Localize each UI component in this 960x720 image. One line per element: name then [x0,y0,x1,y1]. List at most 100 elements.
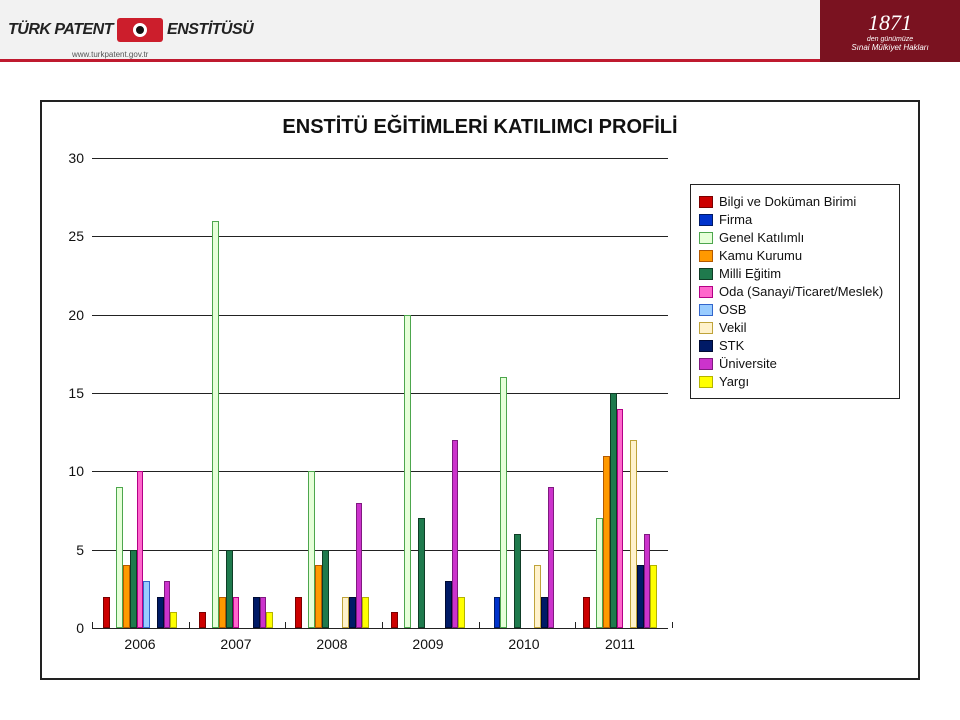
legend-label: Yargı [719,374,749,389]
brand-mark-icon [117,18,163,42]
legend-item: STK [699,338,891,353]
legend-swatch-icon [699,250,713,262]
chart-y-tick-label: 10 [68,463,92,479]
chart-x-tick-label: 2009 [412,636,443,652]
chart-bar [233,597,240,628]
legend-label: Üniversite [719,356,777,371]
chart-x-tick [189,622,190,628]
chart-gridline [92,550,668,551]
chart-x-axis [92,628,668,629]
chart-x-tick [92,622,93,628]
chart-bar [260,597,267,628]
brand-block: TÜRK PATENT ENSTİTÜSÜ www.turkpatent.gov… [8,6,253,54]
legend-label: Firma [719,212,752,227]
chart-bar [418,518,425,628]
legend-swatch-icon [699,304,713,316]
chart-bar [534,565,541,628]
chart-bar [500,377,507,628]
chart-bar [253,597,260,628]
brand-text-right: ENSTİTÜSÜ [167,21,253,39]
legend-label: OSB [719,302,746,317]
chart-bar [610,393,617,628]
chart-gridline [92,158,668,159]
chart-bar [458,597,465,628]
legend-item: Kamu Kurumu [699,248,891,263]
chart-bar [583,597,590,628]
legend-swatch-icon [699,232,713,244]
chart-y-tick-label: 30 [68,150,92,166]
legend-label: Oda (Sanayi/Ticaret/Meslek) [719,284,883,299]
chart-bar [226,550,233,628]
legend-item: Firma [699,212,891,227]
legend-label: Kamu Kurumu [719,248,802,263]
chart-bar [130,550,137,628]
chart-x-tick [672,622,673,628]
legend-swatch-icon [699,376,713,388]
legend-swatch-icon [699,286,713,298]
chart-bar [342,597,349,628]
badge-line2: Sınai Mülkiyet Hakları [851,43,928,52]
legend-swatch-icon [699,358,713,370]
chart-y-tick-label: 5 [76,542,92,558]
legend-item: OSB [699,302,891,317]
chart-bar [295,597,302,628]
chart-bar [452,440,459,628]
chart-bar [349,597,356,628]
brand-url: www.turkpatent.gov.tr [72,50,148,59]
chart-bar [212,221,219,628]
legend-item: Yargı [699,374,891,389]
chart-plot-area: 051015202530 [92,158,668,628]
chart-bar [404,315,411,628]
chart-y-tick-label: 20 [68,307,92,323]
legend-item: Bilgi ve Doküman Birimi [699,194,891,209]
chart-bar [630,440,637,628]
chart-bar [391,612,398,628]
chart-bar [596,518,603,628]
chart-x-tick [575,622,576,628]
chart-bar [266,612,273,628]
chart-bar [308,471,315,628]
legend-label: Bilgi ve Doküman Birimi [719,194,856,209]
chart-bar [603,456,610,628]
chart-bar [494,597,501,628]
chart-y-tick-label: 15 [68,385,92,401]
badge-year: 1871 [868,10,912,36]
legend-item: Genel Katılımlı [699,230,891,245]
chart-bar [170,612,177,628]
legend-item: Vekil [699,320,891,335]
header: TÜRK PATENT ENSTİTÜSÜ www.turkpatent.gov… [0,0,960,62]
chart-x-tick-label: 2010 [508,636,539,652]
chart-container: ENSTİTÜ EĞİTİMLERİ KATILIMCI PROFİLİ 051… [40,100,920,680]
legend-swatch-icon [699,214,713,226]
chart-legend: Bilgi ve Doküman Birimi Firma Genel Katılı… [690,184,900,399]
chart-bar [103,597,110,628]
chart-x-tick-label: 2007 [220,636,251,652]
chart-gridline [92,315,668,316]
legend-item: Oda (Sanayi/Ticaret/Meslek) [699,284,891,299]
chart-bar [219,597,226,628]
chart-bar [116,487,123,628]
legend-swatch-icon [699,196,713,208]
chart-title: ENSTİTÜ EĞİTİMLERİ KATILIMCI PROFİLİ [42,102,918,147]
chart-y-tick-label: 0 [76,620,92,636]
chart-x-tick [382,622,383,628]
chart-bar [164,581,171,628]
chart-gridline [92,471,668,472]
legend-label: Genel Katılımlı [719,230,804,245]
chart-bar [356,503,363,628]
legend-label: STK [719,338,744,353]
chart-bar [362,597,369,628]
chart-x-tick-label: 2008 [316,636,347,652]
chart-bar [644,534,651,628]
chart-bar [322,550,329,628]
brand-logo: TÜRK PATENT ENSTİTÜSÜ [8,18,253,42]
legend-item: Üniversite [699,356,891,371]
chart-gridline [92,393,668,394]
chart-bar [157,597,164,628]
chart-x-tick-label: 2006 [124,636,155,652]
chart-bar [637,565,644,628]
chart-bar [548,487,555,628]
legend-swatch-icon [699,268,713,280]
chart-bar [541,597,548,628]
chart-bar [315,565,322,628]
